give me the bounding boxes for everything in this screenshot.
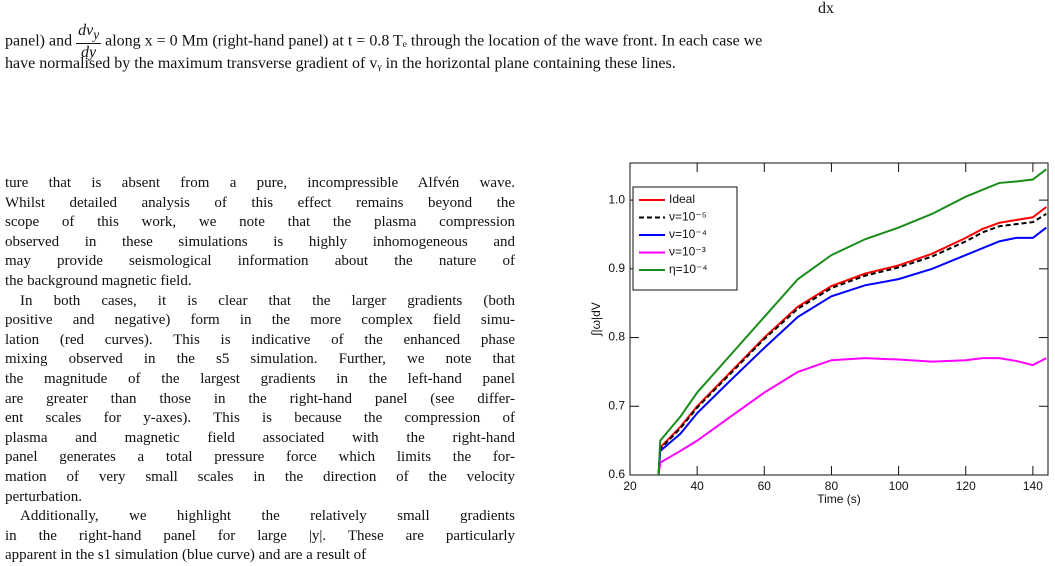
text-line: positive and negative) form in the more …: [5, 312, 515, 329]
body-text: ture that is absent from a pure, incompr…: [5, 174, 515, 566]
x-tick-label: 100: [889, 479, 909, 493]
legend-label: ν=10⁻³: [669, 245, 706, 259]
x-tick-label: 140: [1023, 479, 1043, 493]
text-line: are greater than those in the right-hand…: [5, 390, 515, 407]
x-axis-label: Time (s): [817, 492, 861, 506]
legend-label: η=10⁻⁴: [669, 262, 708, 276]
caption-fragment: dx: [818, 0, 834, 17]
text-line: panel generates a total pressure force w…: [5, 449, 515, 466]
text-line: ture that is absent from a pure, incompr…: [5, 175, 515, 191]
text-line: lation (red curves). This is indicative …: [5, 331, 515, 348]
text-line: in the right-hand panel for large |y|. T…: [5, 527, 515, 544]
y-axis-label: ∫|ω|dV: [589, 302, 603, 337]
text-line: ent scales for y-axes). This is because …: [5, 410, 515, 427]
page: dx panel) and dvy dyalong x = 0 Mm (right-…: [5, 0, 1050, 564]
text-line: Additionally, we highlight the relativel…: [20, 508, 515, 525]
x-tick-label: 80: [825, 479, 839, 493]
numerator: dv: [78, 22, 94, 39]
y-tick-label: 0.9: [608, 261, 625, 275]
x-tick-label: 20: [623, 479, 637, 493]
text-line: Whilst detailed analysis of this effect …: [5, 194, 515, 211]
caption-line: panel) and dvy dyalong x = 0 Mm (right-han…: [5, 22, 1050, 61]
denominator: dy: [81, 44, 97, 62]
series-line: [657, 357, 1047, 475]
series-line: [657, 213, 1047, 475]
text-line: may provide seismological information ab…: [5, 253, 515, 270]
chart: 20 40 60 80 100 120 140 0.6 0.7 0.8 0.9 1.0 Time (s)…: [589, 162, 1049, 506]
series-line: [657, 226, 1047, 475]
legend-label: ν=10⁻⁴: [669, 227, 707, 241]
caption-text: panel) and: [5, 32, 73, 50]
plot-frame: [629, 162, 1049, 476]
text-line: In both cases, it is clear that the larg…: [20, 292, 515, 309]
text-line: perturbation.: [5, 488, 83, 505]
text-line: observed in these simulations is highly …: [5, 233, 515, 250]
caption-line: have normalised by the maximum transvers…: [5, 55, 676, 72]
x-tick-label: 40: [690, 479, 704, 493]
y-tick-label: 0.8: [608, 330, 625, 344]
text-line: scope of this work, we note that the pla…: [5, 214, 515, 231]
text-line: mixing observed in the s5 simulation. Fu…: [5, 351, 515, 368]
legend-box: [632, 186, 738, 291]
caption-text: along x = 0 Mm (right-hand panel) at t =…: [105, 32, 763, 50]
y-tick-label: 0.7: [608, 398, 625, 412]
text-line: the magnitude of the largest gradients i…: [5, 370, 515, 387]
x-tick-label: 120: [956, 479, 976, 493]
y-tick-label: 1.0: [608, 192, 625, 206]
y-tick-label: 0.6: [608, 467, 625, 481]
series-line: [657, 168, 1047, 475]
x-tick-label: 60: [758, 479, 772, 493]
legend-label: Ideal: [669, 192, 695, 206]
text-line: the background magnetic field.: [5, 272, 192, 289]
text-line: plasma and magnetic field associated wit…: [5, 429, 515, 446]
legend-label: ν=10⁻⁵: [669, 210, 707, 224]
text-line: mation of very small scales in the direc…: [5, 468, 515, 485]
subscript: y: [93, 27, 100, 43]
fraction: dvy dy: [76, 22, 102, 62]
